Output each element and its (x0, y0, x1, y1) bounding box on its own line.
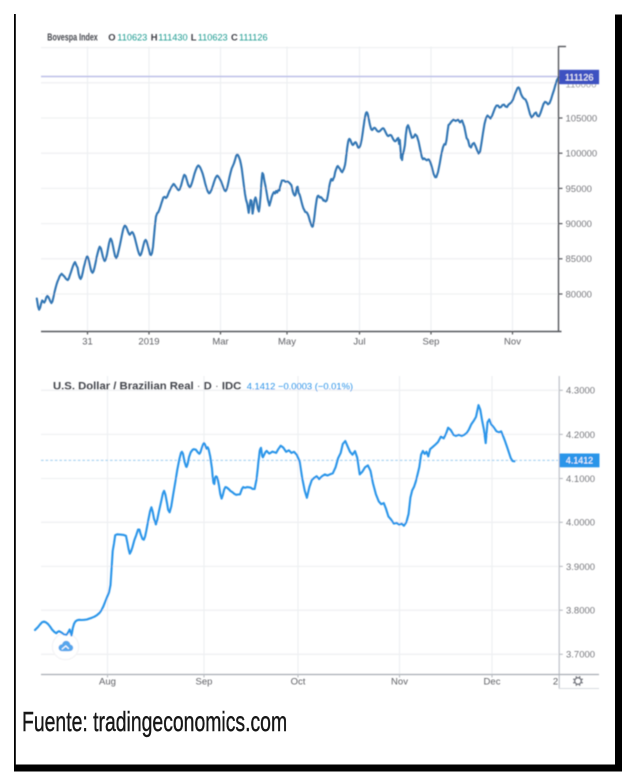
svg-text:Dec: Dec (484, 677, 501, 688)
svg-text:111126: 111126 (239, 32, 268, 42)
svg-text:Sep: Sep (423, 337, 440, 348)
svg-text:111126: 111126 (565, 72, 594, 82)
svg-text:May: May (278, 337, 296, 348)
svg-text:110000: 110000 (566, 80, 597, 91)
svg-text:105000: 105000 (566, 113, 598, 124)
svg-text:4.1000: 4.1000 (566, 474, 595, 485)
svg-text:4.3000: 4.3000 (566, 386, 595, 397)
svg-text:4.2000: 4.2000 (566, 430, 595, 441)
svg-text:110623: 110623 (117, 32, 147, 42)
svg-text:31: 31 (82, 337, 93, 348)
svg-text:Bovespa Index: Bovespa Index (47, 31, 98, 43)
svg-text:4.0000: 4.0000 (566, 518, 595, 529)
svg-text:Nov: Nov (391, 677, 408, 688)
svg-text:Nov: Nov (504, 337, 521, 348)
svg-text:C: C (231, 31, 238, 42)
svg-text:2: 2 (553, 677, 558, 688)
svg-text:Jul: Jul (353, 337, 365, 348)
svg-text:3.7000: 3.7000 (566, 650, 595, 661)
svg-text:3.8000: 3.8000 (566, 606, 595, 617)
svg-text:O: O (108, 31, 115, 42)
svg-text:H: H (151, 31, 158, 42)
svg-text:Oct: Oct (291, 677, 306, 688)
svg-text:111430: 111430 (158, 32, 187, 42)
svg-text:100000: 100000 (566, 149, 598, 160)
svg-text:4.1412: 4.1412 (566, 456, 593, 466)
svg-text:Sep: Sep (196, 677, 213, 688)
svg-text:95000: 95000 (566, 184, 592, 195)
svg-text:U.S. Dollar / Brazilian Real ·: U.S. Dollar / Brazilian Real · D · IDC (53, 380, 241, 392)
svg-text:85000: 85000 (566, 254, 592, 265)
svg-text:Aug: Aug (99, 677, 116, 688)
svg-text:Mar: Mar (212, 337, 228, 348)
svg-text:90000: 90000 (566, 219, 592, 230)
svg-text:110623: 110623 (198, 32, 228, 42)
svg-text:4.1412 −0.0003 (−0.01%): 4.1412 −0.0003 (−0.01%) (247, 381, 353, 392)
svg-text:2019: 2019 (138, 337, 159, 348)
svg-text:80000: 80000 (566, 289, 592, 300)
svg-text:L: L (191, 31, 197, 42)
svg-text:3.9000: 3.9000 (566, 562, 595, 573)
